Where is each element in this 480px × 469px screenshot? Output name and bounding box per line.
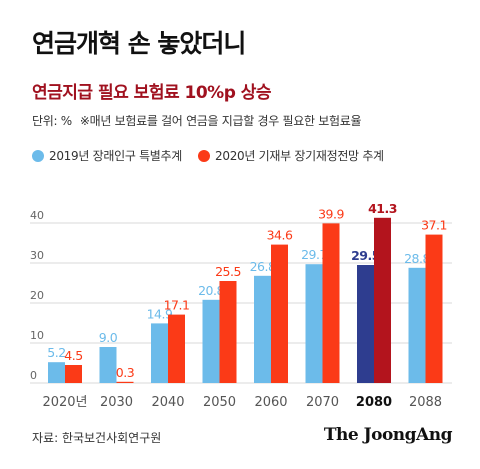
- data-label: 25.5: [215, 264, 241, 279]
- bar-series1: [48, 362, 65, 383]
- unit-label: 단위: %: [32, 114, 72, 128]
- data-label: 20.8: [198, 283, 224, 298]
- bar-series2: [271, 244, 288, 383]
- data-label: 37.1: [421, 218, 447, 233]
- data-label: 26.8: [250, 259, 276, 274]
- data-label: 34.6: [267, 228, 293, 243]
- x-tick-label: 2060: [254, 395, 287, 410]
- data-label: 29.5: [351, 248, 380, 263]
- data-label: 9.0: [99, 330, 118, 345]
- x-tick-label: 2030: [100, 395, 133, 410]
- y-tick-label: 10: [30, 329, 44, 342]
- bar-series1: [151, 323, 168, 383]
- x-tick-label: 2088: [409, 395, 442, 410]
- bar-series1: [357, 265, 374, 383]
- brand-logo: The JoongAng: [323, 425, 453, 445]
- bar-series1: [202, 299, 220, 383]
- bar-chart: 0102030405.24.52020년9.00.3203014.917.120…: [30, 201, 452, 410]
- y-tick-label: 20: [30, 289, 44, 302]
- x-tick-label: 2070: [306, 395, 339, 410]
- y-tick-label: 40: [30, 209, 44, 222]
- data-label: 39.9: [318, 206, 344, 221]
- y-tick-label: 30: [30, 249, 44, 262]
- legend-item-series1: 2019년 장래인구 특별추계: [32, 147, 182, 164]
- bar-series1: [99, 347, 117, 383]
- chart-title: 연금개혁 손 놓았더니: [32, 29, 246, 58]
- legend-label-series2: 2020년 기재부 장기재정전망 추계: [215, 149, 384, 163]
- x-tick-label: 2050: [203, 395, 236, 410]
- bar-series1: [254, 275, 271, 383]
- source-credit: 자료: 한국보건사회연구원: [32, 431, 162, 445]
- data-label: 41.3: [368, 201, 397, 216]
- data-label: 4.5: [64, 348, 82, 363]
- x-tick-label: 2080: [356, 395, 392, 410]
- data-label: 14.9: [147, 306, 173, 321]
- bar-series2: [322, 223, 340, 383]
- chart-subtitle: 연금지급 필요 보험료 10%p 상승: [32, 83, 272, 103]
- x-tick-label: 2040: [151, 395, 184, 410]
- data-label: 17.1: [164, 298, 190, 313]
- bar-series2: [116, 381, 134, 383]
- bar-series2: [168, 314, 185, 383]
- bar-series2: [374, 217, 391, 383]
- data-label: 5.2: [47, 345, 65, 360]
- bar-series1: [305, 264, 323, 383]
- legend-item-series2: 2020년 기재부 장기재정전망 추계: [198, 147, 384, 164]
- unit-note-row: 단위: % ※매년 보험료를 걸어 연금을 지급할 경우 필요한 보험료율: [32, 112, 362, 129]
- data-label: 0.3: [116, 365, 134, 380]
- footnote: ※매년 보험료를 걸어 연금을 지급할 경우 필요한 보험료율: [79, 114, 362, 128]
- legend-dot-series1: [32, 149, 44, 162]
- data-label: 28.8: [404, 251, 430, 266]
- data-label: 29.7: [301, 247, 327, 262]
- bar-series2: [219, 281, 237, 383]
- bar-series2: [65, 365, 82, 383]
- legend-label-series1: 2019년 장래인구 특별추계: [49, 149, 183, 163]
- bar-series1: [408, 267, 426, 383]
- y-tick-label: 0: [30, 369, 37, 382]
- x-tick-label: 2020년: [42, 395, 87, 410]
- legend-dot-series2: [198, 149, 211, 162]
- legend: 2019년 장래인구 특별추계 2020년 기재부 장기재정전망 추계: [32, 147, 400, 164]
- bar-series2: [425, 234, 443, 383]
